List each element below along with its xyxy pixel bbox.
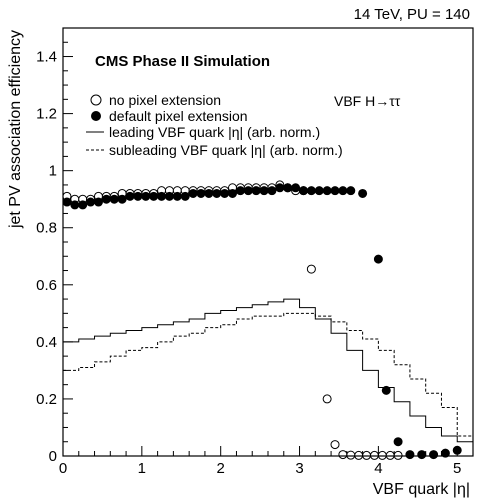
- filled-data-point: [283, 183, 293, 193]
- filled-data-point: [417, 450, 427, 460]
- filled-data-point: [188, 188, 198, 198]
- inner-title: CMS Phase II Simulation: [95, 53, 270, 70]
- points-layer: [62, 180, 462, 460]
- filled-data-point: [86, 197, 96, 207]
- x-axis-label: VBF quark |η|: [373, 481, 470, 498]
- filled-data-point: [346, 186, 356, 196]
- filled-data-point: [133, 191, 143, 201]
- filled-data-point: [117, 194, 127, 204]
- filled-data-point: [429, 450, 439, 460]
- ticks-layer: 0 1 2 3 4 5 0 0.2 0.4 0.6 0.8 1 1.2 1.4: [36, 41, 461, 477]
- filled-data-point: [149, 191, 159, 201]
- filled-data-point: [235, 186, 245, 196]
- filled-data-point: [243, 186, 253, 196]
- x-tick-label: 5: [453, 460, 461, 477]
- y-tick-label: 0.6: [36, 277, 57, 294]
- open-data-point: [338, 450, 348, 460]
- filled-data-point: [180, 191, 190, 201]
- filled-data-point: [228, 188, 238, 198]
- filled-data-point: [157, 191, 167, 201]
- filled-data-point: [393, 437, 403, 447]
- filled-data-point: [373, 254, 383, 264]
- filled-data-point: [196, 188, 206, 198]
- y-tick-label: 1: [49, 163, 57, 180]
- filled-data-point: [172, 191, 182, 201]
- y-tick-label: 0: [49, 448, 57, 465]
- legend-marker-filled-circle: [91, 111, 101, 121]
- y-tick-label: 1.4: [36, 49, 57, 66]
- filled-data-point: [78, 200, 88, 210]
- x-tick-label: 1: [138, 460, 146, 477]
- open-data-point: [322, 394, 332, 404]
- filled-data-point: [275, 183, 285, 193]
- legend-label-subleading-quark: subleading VBF quark |η| (arb. norm.): [109, 142, 343, 158]
- filled-data-point: [358, 188, 368, 198]
- histogram-leading-step-line: [63, 298, 473, 443]
- filled-data-point: [314, 186, 324, 196]
- filled-data-point: [164, 191, 174, 201]
- filled-data-point: [125, 191, 135, 201]
- x-tick-label: 3: [295, 460, 303, 477]
- y-tick-label: 0.2: [36, 391, 57, 408]
- legend-marker-open-circle: [90, 94, 102, 106]
- process-label: VBF H→ττ: [334, 93, 401, 109]
- filled-data-point: [381, 385, 391, 395]
- filled-data-point: [306, 186, 316, 196]
- filled-data-point: [204, 188, 214, 198]
- filled-data-point: [70, 200, 80, 210]
- filled-data-point: [267, 186, 277, 196]
- filled-data-point: [322, 186, 332, 196]
- histogram-subleading-step-line: [63, 312, 473, 437]
- filled-data-point: [141, 191, 151, 201]
- filled-data-point: [259, 186, 269, 196]
- y-tick-label: 0.8: [36, 220, 57, 237]
- y-axis-label: jet PV association efficiency: [7, 30, 24, 229]
- open-data-point: [306, 264, 316, 274]
- legend-label-default-pixel-extension: default pixel extension: [109, 108, 248, 124]
- filled-data-point: [109, 194, 119, 204]
- open-data-point: [330, 440, 340, 450]
- legend-label-no-pixel-extension: no pixel extension: [109, 92, 221, 108]
- legend: no pixel extension default pixel extensi…: [86, 92, 343, 158]
- legend-label-leading-quark: leading VBF quark |η| (arb. norm.): [109, 124, 320, 140]
- filled-data-point: [251, 186, 261, 196]
- x-tick-label: 0: [59, 460, 67, 477]
- filled-data-point: [212, 188, 222, 198]
- x-tick-label: 2: [217, 460, 225, 477]
- top-right-label: 14 TeV, PU = 140: [354, 6, 470, 23]
- filled-data-point: [93, 197, 103, 207]
- open-data-point: [346, 450, 356, 460]
- filled-data-point: [220, 188, 230, 198]
- filled-data-point: [338, 186, 348, 196]
- x-tick-label: 4: [374, 460, 382, 477]
- y-tick-label: 0.4: [36, 334, 57, 351]
- filled-data-point: [101, 194, 111, 204]
- filled-data-point: [291, 183, 301, 193]
- y-tick-label: 1.2: [36, 106, 57, 123]
- filled-data-point: [298, 186, 308, 196]
- histogram-layer: [63, 298, 473, 443]
- filled-data-point: [330, 186, 340, 196]
